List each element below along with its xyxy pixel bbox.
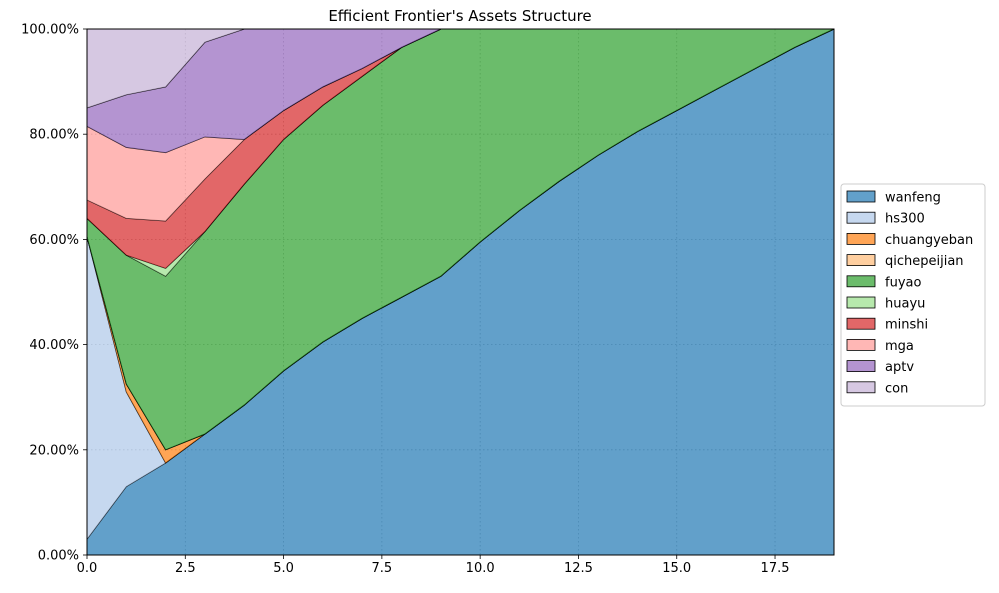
- chart-title: Efficient Frontier's Assets Structure: [328, 7, 591, 25]
- legend-label-con: con: [885, 381, 908, 396]
- legend-label-qichepeijian: qichepeijian: [885, 254, 964, 269]
- legend-swatch-con: [846, 381, 876, 394]
- y-tick-label: 20.00%: [29, 443, 79, 458]
- legend-label-aptv: aptv: [885, 360, 914, 375]
- legend-swatch-wanfeng: [846, 190, 876, 203]
- area-minshi: [87, 29, 834, 269]
- legend-label-fuyao: fuyao: [885, 275, 921, 290]
- y-axis: 0.00% 20.00% 40.00% 60.00% 80.00% 100.00%: [21, 23, 87, 564]
- legend-swatch-huayu: [846, 296, 876, 309]
- area-layer: [86, 28, 835, 555]
- legend-label-mga: mga: [885, 339, 914, 354]
- y-tick-label: 100.00%: [21, 23, 79, 38]
- x-axis: 0.0 2.5 5.0 7.5 10.0 12.5 15.0 17.5: [77, 555, 790, 576]
- area-mga: [87, 29, 834, 221]
- y-tick-label: 60.00%: [29, 233, 79, 248]
- legend-label-chuangyeban: chuangyeban: [885, 233, 973, 248]
- plot-frame: [86, 28, 835, 556]
- x-tick-label: 12.5: [564, 561, 593, 576]
- legend-swatch-minshi: [846, 317, 876, 330]
- area-aptv: [87, 29, 834, 153]
- legend-label-wanfeng: wanfeng: [885, 191, 941, 206]
- x-tick-label: 15.0: [662, 561, 691, 576]
- legend-label-hs300: hs300: [885, 212, 925, 227]
- x-tick-label: 10.0: [466, 561, 495, 576]
- area-fuyao: [87, 29, 834, 450]
- legend: wanfeng hs300 chuangyeban qichepeijian fuyao…: [840, 183, 986, 407]
- area-wanfeng: [87, 29, 834, 555]
- x-tick-label: 0.0: [77, 561, 98, 576]
- x-tick-label: 17.5: [761, 561, 790, 576]
- legend-swatch-mga: [846, 338, 876, 351]
- legend-label-minshi: minshi: [885, 318, 928, 333]
- legend-label-huayu: huayu: [885, 297, 925, 312]
- legend-swatch-qichepeijian: [846, 254, 876, 267]
- y-tick-label: 40.00%: [29, 338, 79, 353]
- area-con: [87, 29, 834, 108]
- legend-swatch-hs300: [846, 211, 876, 224]
- y-tick-label: 80.00%: [29, 128, 79, 143]
- legend-swatch-fuyao: [846, 275, 876, 288]
- y-tick-label: 0.00%: [38, 549, 79, 564]
- legend-frame: [840, 183, 986, 407]
- x-tick-label: 7.5: [372, 561, 393, 576]
- legend-swatch-aptv: [846, 360, 876, 373]
- legend-swatch-chuangyeban: [846, 232, 876, 245]
- x-tick-label: 5.0: [273, 561, 294, 576]
- x-tick-label: 2.5: [175, 561, 196, 576]
